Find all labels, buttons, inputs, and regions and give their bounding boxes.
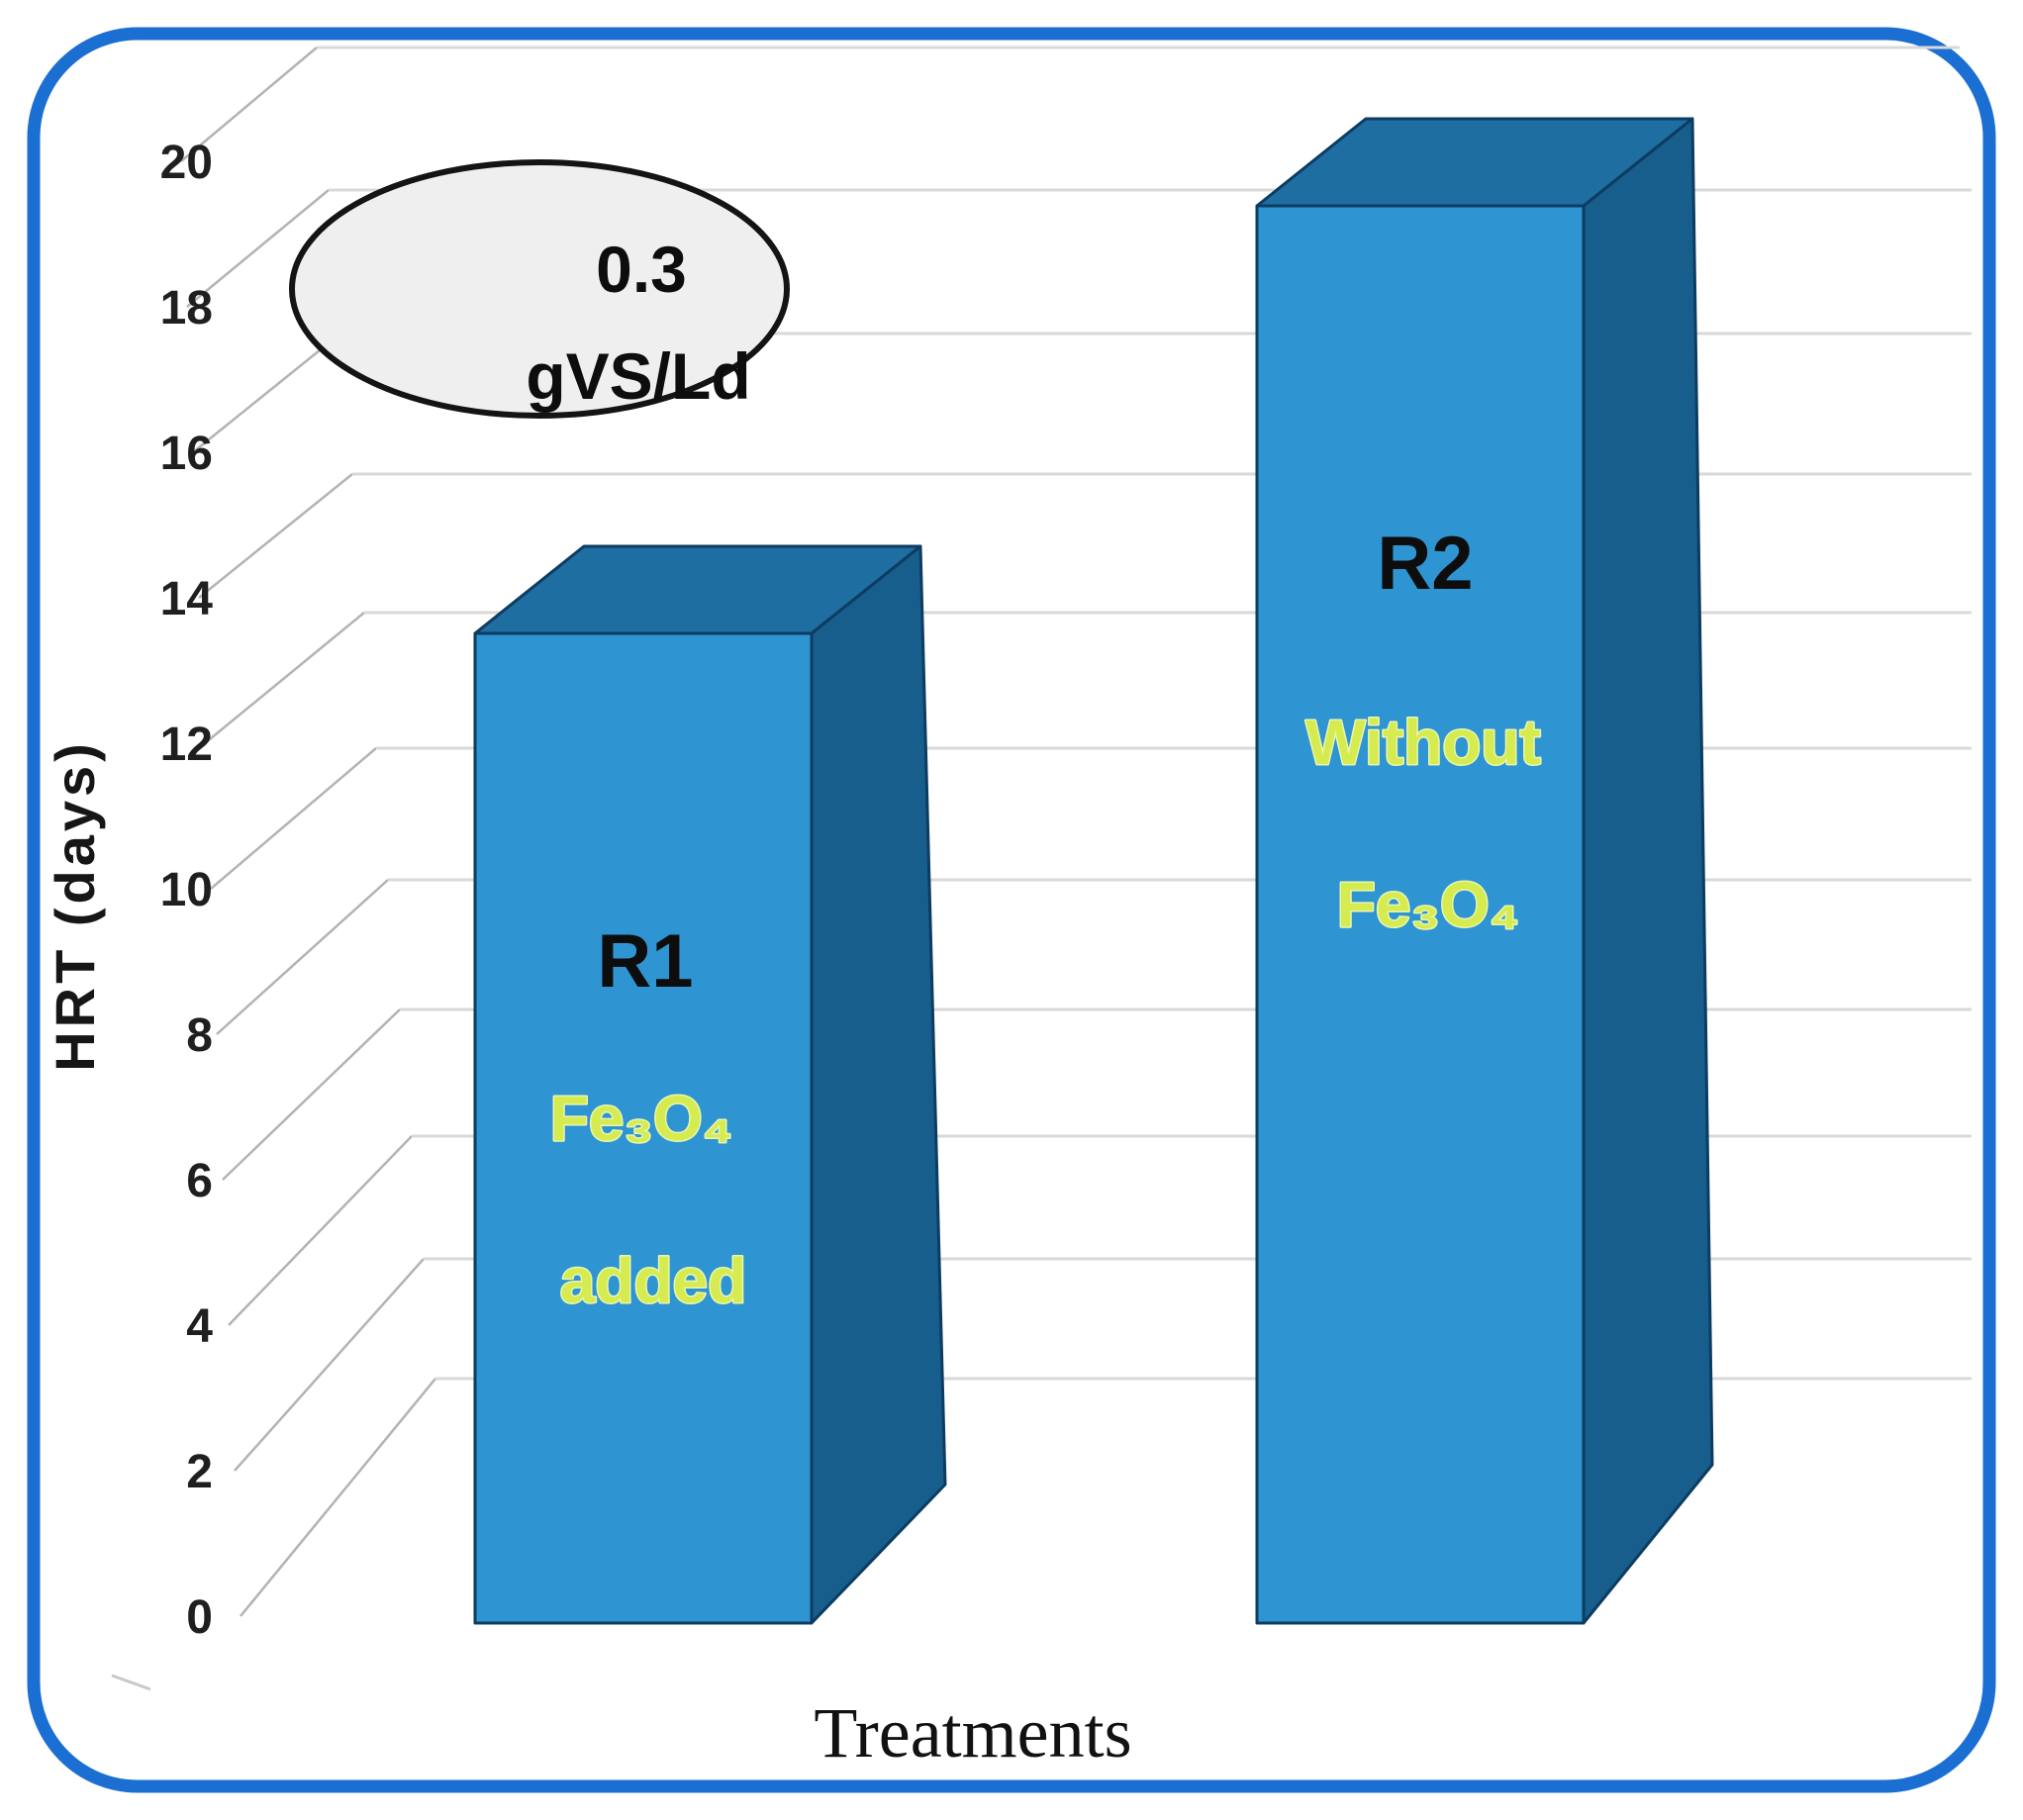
y-tick-18: 18 [160, 282, 213, 335]
bar-r2-front-face [1255, 204, 1586, 1625]
bar-r2: R2 Without Fe₃O₄ [1255, 117, 1714, 1625]
y-tick-2: 2 [186, 1446, 213, 1498]
loading-rate-callout: 0.3 gVS/Ld [289, 159, 790, 419]
y-tick-0: 0 [186, 1591, 213, 1644]
y-tick-8: 8 [186, 1009, 213, 1062]
y-tick-4: 4 [186, 1300, 213, 1353]
bar-r1-sublabel-1: Fe₃O₄ [550, 1083, 733, 1154]
y-tick-16: 16 [160, 428, 213, 480]
y-tick-14: 14 [160, 573, 214, 625]
gridline-diagonal-16 [192, 333, 341, 453]
bar-r1-sublabel-2: added [560, 1245, 746, 1316]
callout-line-1: 0.3 [596, 233, 687, 306]
bar-r1-title: R1 [597, 919, 693, 1004]
gridline-diagonal-4 [228, 1135, 413, 1326]
y-tick-12: 12 [160, 718, 213, 771]
bar-r1-front-face [473, 631, 814, 1625]
gridline-diagonal-14 [198, 473, 353, 599]
bar-r2-side-face [1582, 117, 1714, 1625]
y-axis-ticks: 0 2 4 6 8 10 12 14 16 18 20 [160, 137, 214, 1644]
gridline-diagonal-8 [216, 879, 389, 1035]
callout-line-2: gVS/Ld [526, 339, 750, 413]
gridline-diagonal-6 [222, 1008, 401, 1181]
y-tick-6: 6 [186, 1155, 213, 1207]
gridline-diagonal-2 [234, 1258, 425, 1472]
y-axis-title: HRT (days) [44, 739, 106, 1072]
y-tick-10: 10 [160, 864, 213, 916]
gridline-diagonal-18 [186, 189, 330, 308]
x-axis-title: Treatments [814, 1693, 1131, 1772]
bar-r2-sublabel-2: Fe₃O₄ [1337, 869, 1520, 940]
bar-r1: R1 Fe₃O₄ added [473, 544, 947, 1625]
floor-edge-mark [111, 1674, 151, 1691]
y-tick-20: 20 [160, 137, 213, 189]
gridline-diagonal-0 [240, 1378, 436, 1617]
bar-r2-title: R2 [1377, 522, 1473, 606]
bar-r2-sublabel-1: Without [1305, 707, 1541, 778]
callout-ellipse [289, 159, 790, 419]
bar-r1-side-face [810, 544, 947, 1625]
gridline-diagonal-20 [180, 47, 318, 162]
gridline-diagonal-12 [204, 612, 365, 744]
gridline-diagonal-10 [210, 747, 377, 890]
